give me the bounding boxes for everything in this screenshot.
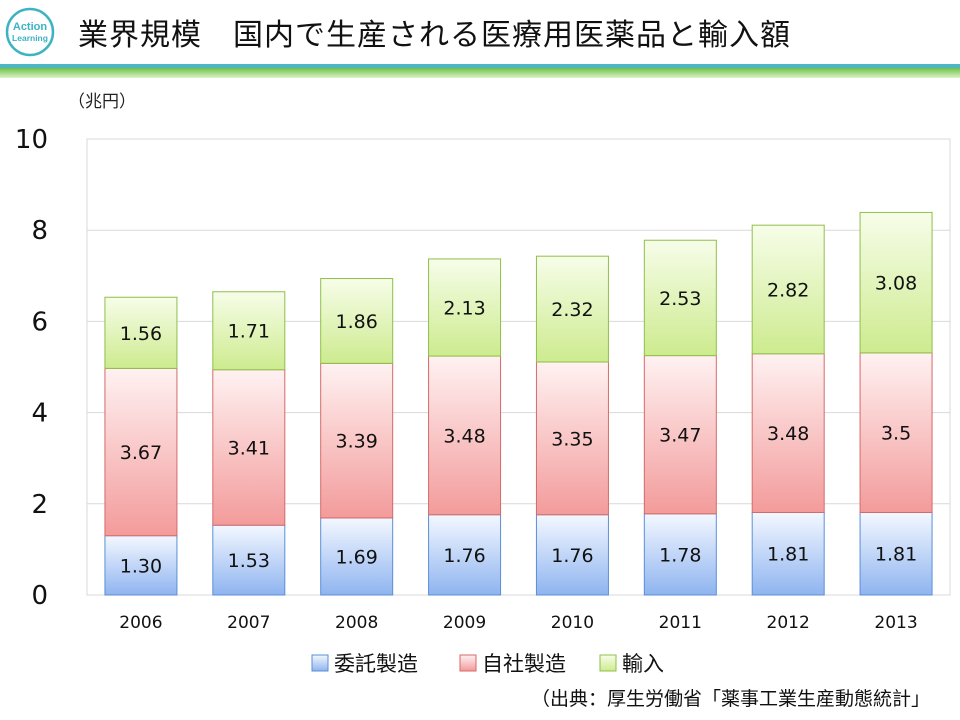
data-label: 1.69 bbox=[336, 546, 378, 568]
bar-segment-import bbox=[643, 239, 717, 357]
bar-segment-consignment bbox=[212, 524, 286, 596]
bar-segment-in-house bbox=[212, 369, 286, 526]
bar-segment-import bbox=[859, 211, 933, 354]
data-label: 3.5 bbox=[881, 423, 911, 445]
logo-text-bottom: Learning bbox=[12, 33, 48, 43]
x-tick-label: 2013 bbox=[874, 613, 917, 633]
bar-segment-in-house bbox=[428, 355, 502, 516]
data-label: 3.35 bbox=[551, 428, 593, 450]
legend-item-in-house: 自社製造 bbox=[459, 652, 566, 676]
data-label: 3.47 bbox=[659, 425, 701, 447]
y-tick-label: 4 bbox=[31, 399, 48, 429]
data-label: 2.13 bbox=[443, 297, 485, 319]
y-tick-label: 0 bbox=[31, 581, 48, 611]
data-label: 3.39 bbox=[336, 431, 378, 453]
data-label: 3.08 bbox=[875, 273, 917, 295]
data-label: 3.48 bbox=[443, 425, 485, 447]
bar-segment-import bbox=[535, 255, 609, 363]
y-tick-label: 6 bbox=[31, 307, 48, 337]
source-citation: （出典：厚生労働省「薬事工業生産動態統計」 bbox=[530, 688, 930, 710]
x-tick-label: 2007 bbox=[227, 613, 270, 633]
data-label: 1.53 bbox=[228, 550, 270, 572]
data-label: 1.81 bbox=[767, 544, 809, 566]
data-label: 1.78 bbox=[659, 544, 701, 566]
y-tick-label: 2 bbox=[31, 490, 48, 520]
bar-segment-in-house bbox=[751, 353, 825, 513]
bar-segment-consignment bbox=[535, 514, 609, 596]
data-label: 3.41 bbox=[228, 437, 270, 459]
y-axis-unit-label: （兆円） bbox=[68, 92, 136, 112]
data-label: 1.86 bbox=[336, 311, 378, 333]
legend-swatch bbox=[311, 654, 329, 672]
x-tick-label: 2010 bbox=[551, 613, 594, 633]
x-tick-label: 2008 bbox=[335, 613, 378, 633]
bar-segment-in-house bbox=[320, 362, 394, 519]
title-divider bbox=[0, 64, 960, 78]
bar-segment-import bbox=[428, 258, 502, 357]
data-label: 2.32 bbox=[551, 299, 593, 321]
data-label: 1.81 bbox=[875, 544, 917, 566]
data-label: 3.67 bbox=[120, 442, 162, 464]
x-tick-label: 2011 bbox=[659, 613, 702, 633]
bar-segment-consignment bbox=[428, 514, 502, 596]
x-tick-label: 2009 bbox=[443, 613, 486, 633]
data-label: 3.48 bbox=[767, 423, 809, 445]
x-tick-label: 2006 bbox=[119, 613, 162, 633]
data-label: 2.82 bbox=[767, 279, 809, 301]
bar-segment-in-house bbox=[643, 355, 717, 515]
bar-segment-import bbox=[104, 296, 178, 369]
legend-label: 自社製造 bbox=[482, 652, 566, 676]
legend-label: 委託製造 bbox=[334, 652, 418, 676]
bar-segment-consignment bbox=[643, 513, 717, 596]
legend-label: 輸入 bbox=[622, 652, 664, 676]
action-learning-logo: Action Learning bbox=[5, 7, 55, 57]
y-tick-label: 8 bbox=[31, 216, 48, 246]
data-label: 2.53 bbox=[659, 288, 701, 310]
y-tick-label: 10 bbox=[15, 125, 48, 155]
logo-text-top: Action bbox=[13, 21, 48, 33]
data-label: 1.56 bbox=[120, 323, 162, 345]
bar-segment-import bbox=[212, 291, 286, 371]
data-label: 1.71 bbox=[228, 321, 270, 343]
bar-segment-consignment bbox=[859, 511, 933, 596]
bar-segment-in-house bbox=[535, 361, 609, 516]
x-tick-label: 2012 bbox=[767, 613, 810, 633]
legend-swatch bbox=[599, 654, 617, 672]
page-title: 業界規模 国内で生産される医療用医薬品と輸入額 bbox=[78, 18, 791, 53]
legend-item-import: 輸入 bbox=[599, 652, 664, 676]
legend-swatch bbox=[459, 654, 477, 672]
bar-segment-consignment bbox=[320, 517, 394, 596]
data-label: 1.76 bbox=[443, 545, 485, 567]
data-label: 1.30 bbox=[120, 555, 162, 577]
data-label: 1.76 bbox=[551, 545, 593, 567]
legend-item-consignment: 委託製造 bbox=[311, 652, 418, 676]
bar-segment-import bbox=[320, 278, 394, 364]
bar-segment-consignment bbox=[751, 511, 825, 596]
bar-segment-import bbox=[751, 224, 825, 355]
bar-segment-in-house bbox=[859, 352, 933, 513]
